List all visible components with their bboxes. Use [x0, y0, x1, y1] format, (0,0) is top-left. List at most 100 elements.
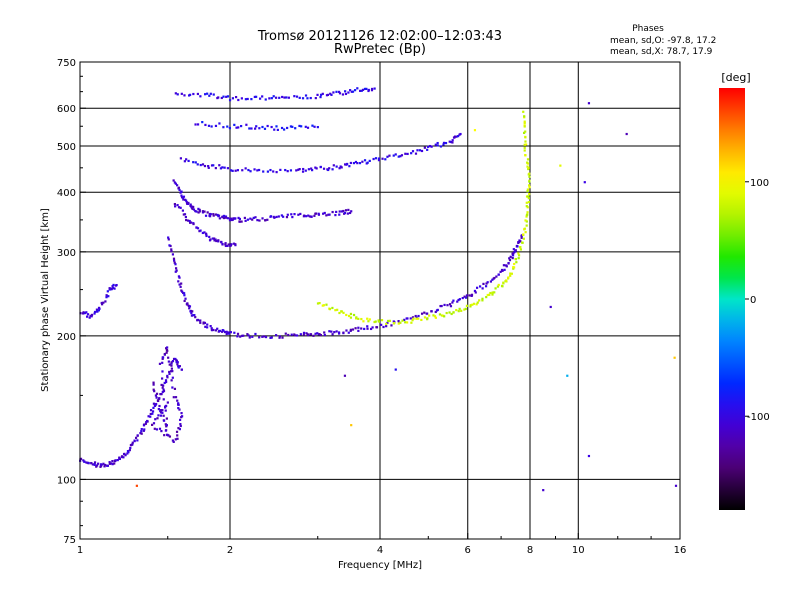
data-point-73 — [244, 219, 247, 222]
data-point-187 — [170, 250, 173, 253]
data-point-117 — [331, 210, 334, 214]
data-point-482 — [464, 307, 467, 310]
data-point-199 — [178, 283, 181, 286]
data-point-605 — [231, 97, 235, 100]
data-point-443 — [377, 320, 380, 323]
data-point-249 — [225, 330, 228, 333]
data-point-79 — [256, 219, 259, 222]
data-point-751 — [304, 169, 307, 172]
data-point-447 — [388, 319, 391, 322]
data-point-608 — [240, 97, 243, 100]
data-point-132 — [174, 205, 177, 208]
data-point-993 — [154, 394, 158, 397]
data-point-580 — [523, 120, 526, 123]
data-point-945 — [178, 365, 181, 368]
data-point-433 — [355, 317, 358, 320]
data-point-958 — [90, 313, 94, 317]
data-point-661 — [367, 88, 370, 92]
data-point-921 — [162, 388, 165, 391]
data-point-1043 — [177, 403, 180, 406]
data-point-653 — [353, 89, 357, 92]
data-point-446 — [387, 319, 390, 323]
data-point-1086 — [542, 489, 545, 492]
data-point-703 — [311, 124, 314, 127]
data-point-317 — [366, 327, 369, 330]
data-point-43 — [208, 215, 212, 218]
data-point-549 — [526, 195, 530, 198]
colorbar-gradient — [719, 88, 745, 510]
data-point-359 — [461, 296, 464, 300]
data-point-363 — [468, 294, 471, 297]
data-point-179 — [232, 242, 236, 245]
data-point-644 — [337, 90, 341, 93]
data-point-925 — [164, 379, 168, 382]
data-point-215 — [188, 307, 191, 310]
data-point-347 — [436, 308, 439, 312]
data-point-897 — [142, 424, 146, 427]
data-point-390 — [507, 262, 510, 265]
data-point-264 — [254, 332, 257, 336]
data-point-600 — [220, 96, 223, 100]
data-point-557 — [528, 175, 531, 178]
data-point-930 — [170, 370, 173, 373]
data-point-1035 — [170, 379, 173, 382]
data-point-752 — [307, 168, 310, 171]
data-point-967 — [98, 307, 101, 310]
data-point-813 — [442, 143, 445, 146]
data-point-675 — [228, 126, 232, 130]
data-point-771 — [346, 162, 349, 166]
data-point-595 — [208, 94, 211, 97]
data-point-753 — [310, 167, 313, 170]
data-point-311 — [354, 327, 357, 330]
data-point-943 — [177, 365, 180, 368]
data-point-527 — [519, 246, 522, 249]
data-point-970 — [102, 301, 105, 304]
data-point-252 — [227, 332, 230, 335]
data-point-270 — [270, 336, 273, 339]
data-point-290 — [314, 332, 317, 335]
data-point-969 — [100, 301, 103, 305]
data-point-704 — [313, 125, 316, 128]
data-point-205 — [183, 292, 186, 295]
data-point-39 — [204, 214, 208, 217]
data-point-886 — [134, 436, 138, 439]
data-point-27 — [192, 208, 196, 211]
data-point-948 — [79, 312, 82, 315]
data-point-582 — [523, 115, 526, 118]
data-point-468 — [438, 313, 442, 316]
data-point-393 — [509, 255, 512, 258]
y-axis-label: Stationary phase Virtual Height [km] — [40, 208, 51, 392]
data-point-419 — [328, 308, 332, 311]
data-point-243 — [218, 329, 221, 332]
data-point-515 — [512, 267, 515, 270]
data-point-365 — [470, 293, 474, 296]
data-point-665 — [194, 123, 197, 126]
data-point-3 — [176, 184, 179, 187]
data-point-764 — [332, 164, 335, 167]
data-point-545 — [525, 201, 528, 204]
data-point-533 — [524, 231, 527, 234]
data-point-1049 — [178, 418, 182, 421]
data-point-76 — [251, 218, 254, 221]
data-point-116 — [328, 213, 331, 216]
data-point-388 — [505, 265, 508, 268]
data-point-621 — [278, 96, 281, 99]
data-point-984 — [113, 287, 116, 290]
data-point-961 — [93, 310, 97, 314]
data-point-1055 — [176, 434, 179, 437]
data-point-664 — [373, 87, 376, 90]
data-point-741 — [275, 171, 278, 174]
data-point-295 — [323, 331, 326, 334]
data-point-793 — [397, 155, 400, 158]
data-point-366 — [473, 289, 477, 293]
data-point-950 — [82, 311, 85, 314]
data-point-206 — [183, 294, 186, 297]
data-point-718 — [210, 164, 214, 167]
data-point-602 — [225, 95, 228, 98]
data-point-172 — [224, 243, 227, 246]
data-point-688 — [266, 124, 269, 128]
data-point-99 — [299, 212, 302, 216]
data-point-333 — [406, 317, 409, 320]
data-point-816 — [448, 140, 451, 143]
data-point-102 — [305, 215, 308, 218]
